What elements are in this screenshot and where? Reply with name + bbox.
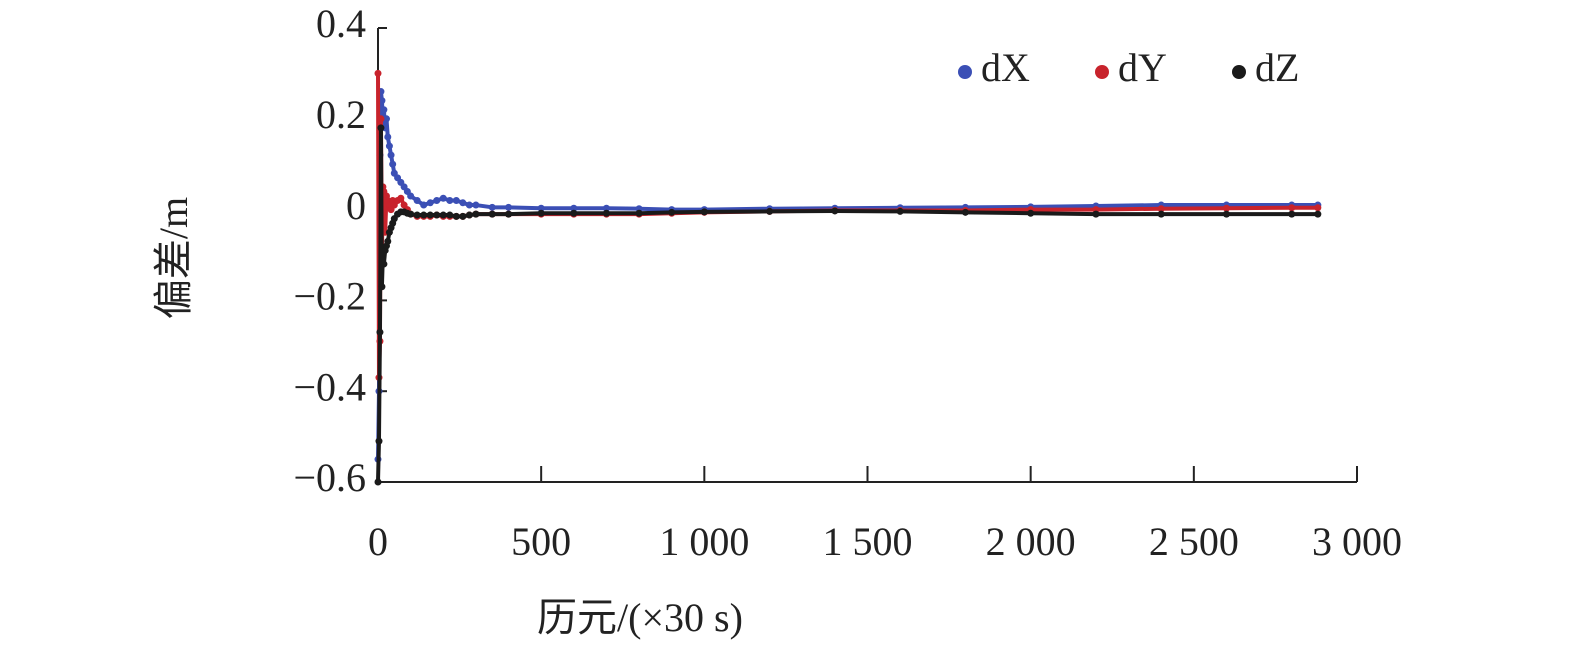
point	[1027, 209, 1035, 217]
point	[433, 211, 441, 219]
x-tick-label: 2 000	[986, 519, 1076, 564]
point	[505, 210, 513, 218]
point	[380, 260, 388, 268]
legend-label: dX	[981, 45, 1030, 90]
legend-label: dY	[1118, 45, 1167, 90]
point	[1157, 210, 1165, 218]
point	[1288, 204, 1296, 212]
x-axis-label: 历元/(×30 s)	[537, 595, 743, 640]
point	[420, 201, 428, 209]
point	[668, 208, 676, 216]
point	[1314, 204, 1322, 212]
y-tick-label: −0.6	[293, 455, 366, 500]
point	[433, 197, 441, 205]
point	[505, 203, 513, 211]
y-axis-label: 偏差/m	[151, 197, 196, 319]
point	[1314, 210, 1322, 218]
point	[570, 209, 578, 217]
y-tick-label: 0	[346, 183, 366, 228]
point	[407, 192, 415, 200]
point	[1092, 210, 1100, 218]
point	[376, 328, 384, 336]
series-trace	[376, 89, 1318, 460]
point	[387, 151, 395, 159]
point	[420, 211, 428, 219]
point	[439, 194, 447, 202]
point	[700, 208, 708, 216]
x-tick-label: 1 000	[659, 519, 749, 564]
series-trace	[376, 73, 1318, 380]
point	[1222, 204, 1230, 212]
legend-label: dZ	[1255, 45, 1299, 90]
legend-marker	[1232, 65, 1246, 79]
y-tick-label: 0.2	[316, 92, 366, 137]
point	[635, 209, 643, 217]
point	[385, 142, 393, 150]
point	[766, 207, 774, 215]
point	[465, 201, 473, 209]
point	[537, 204, 545, 212]
point	[602, 209, 610, 217]
point	[570, 204, 578, 212]
point	[426, 211, 434, 219]
point	[397, 194, 405, 202]
point	[452, 197, 460, 205]
point	[413, 197, 421, 205]
point	[375, 437, 383, 445]
point	[472, 210, 480, 218]
x-tick-label: 500	[511, 519, 571, 564]
point	[377, 115, 385, 123]
y-tick-label: −0.2	[293, 274, 366, 319]
legend-marker	[958, 65, 972, 79]
point	[413, 211, 421, 219]
point	[384, 133, 392, 141]
point	[426, 199, 434, 207]
series-trace	[376, 125, 1318, 483]
point	[380, 106, 388, 114]
y-tick-label: 0.4	[316, 1, 366, 46]
point	[378, 97, 386, 105]
point	[382, 115, 390, 123]
point	[472, 201, 480, 209]
point	[459, 199, 467, 207]
point	[1288, 210, 1296, 218]
y-tick-label: −0.4	[293, 364, 366, 409]
point	[374, 69, 382, 77]
point	[488, 203, 496, 211]
point	[407, 210, 415, 218]
point	[831, 207, 839, 215]
point	[1157, 205, 1165, 213]
point	[389, 160, 397, 168]
point	[1222, 210, 1230, 218]
x-tick-label: 3 000	[1312, 519, 1402, 564]
point	[459, 212, 467, 220]
point	[488, 210, 496, 218]
point	[896, 207, 904, 215]
legend-marker	[1095, 65, 1109, 79]
point	[465, 211, 473, 219]
x-tick-label: 1 500	[823, 519, 913, 564]
point	[446, 197, 454, 205]
point	[961, 208, 969, 216]
point	[378, 283, 386, 291]
point	[537, 209, 545, 217]
point	[602, 204, 610, 212]
point	[384, 237, 392, 245]
point	[374, 478, 382, 486]
x-tick-label: 0	[368, 519, 388, 564]
point	[439, 211, 447, 219]
x-tick-label: 2 500	[1149, 519, 1239, 564]
point	[452, 212, 460, 220]
point	[377, 124, 385, 132]
point	[446, 211, 454, 219]
